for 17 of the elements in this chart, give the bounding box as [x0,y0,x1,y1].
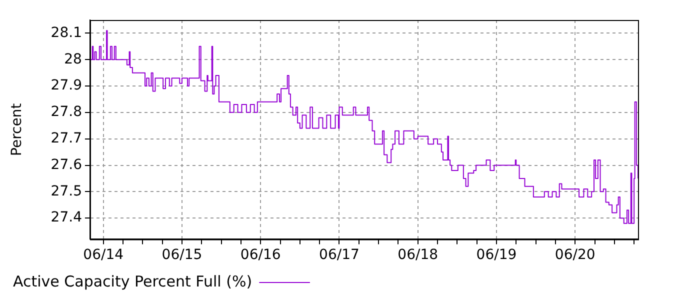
y-tick-label: 27.7 [50,130,82,146]
x-tick-label: 06/18 [398,247,438,264]
x-tick-label: 06/17 [319,247,360,264]
x-tick-label: 06/20 [554,247,596,264]
y-tick-label: 27.9 [50,78,82,94]
y-tick-label: 27.5 [50,183,82,200]
x-tick-label: 06/19 [476,247,517,264]
x-tick-label: 06/15 [162,247,202,264]
y-tick-label: 28.1 [50,24,82,41]
legend-label: Active Capacity Percent Full (%) [12,272,252,290]
y-axis-title: Percent [9,102,26,156]
y-tick-label: 27.4 [50,210,82,226]
x-tick-label: 06/14 [83,247,124,264]
y-tick-label: 28 [64,51,82,68]
y-tick-label: 27.8 [50,104,82,120]
y-tick-label: 27.6 [50,156,82,173]
x-tick-label: 06/16 [240,247,281,264]
